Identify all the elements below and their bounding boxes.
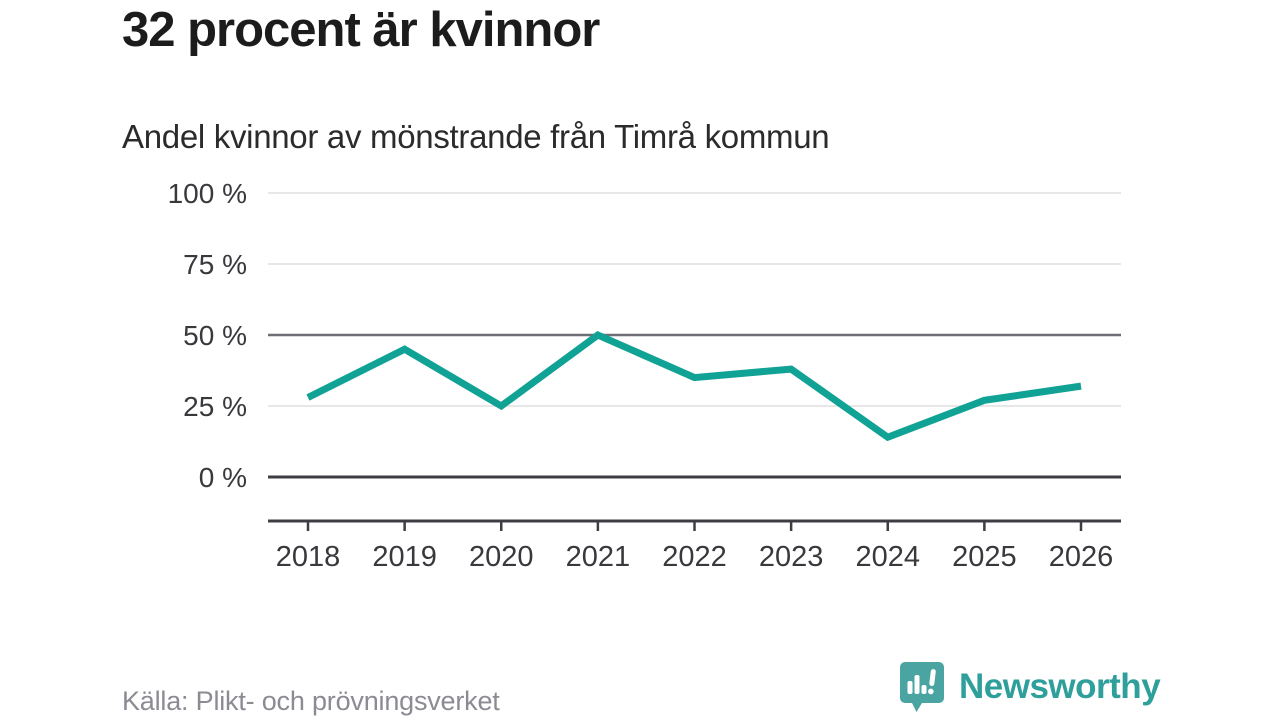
bar-3 xyxy=(921,685,927,694)
x-tick-label-2020: 2020 xyxy=(469,541,534,573)
x-tick-label-2018: 2018 xyxy=(276,541,341,573)
x-tick-label-2024: 2024 xyxy=(855,541,920,573)
newsworthy-logo: Newsworthy xyxy=(898,660,1161,714)
x-tick-label-2019: 2019 xyxy=(372,541,437,573)
bar-2 xyxy=(914,675,920,694)
chart-headline: 32 procent är kvinnor xyxy=(122,3,600,57)
data-line-Andel kvinnor av mönstrande xyxy=(306,330,1082,442)
y-tick-label-0: 0 % xyxy=(199,462,247,493)
exclamation-mark xyxy=(928,669,936,695)
x-tick-label-2026: 2026 xyxy=(1049,541,1114,573)
x-tick-label-2025: 2025 xyxy=(952,541,1017,573)
source-note: Källa: Plikt- och prövningsverket xyxy=(122,686,500,716)
x-tick-label-2023: 2023 xyxy=(759,541,824,573)
x-tick-label-2022: 2022 xyxy=(662,541,727,573)
speech-bubble-bar-chart-icon xyxy=(900,662,944,712)
y-tick-label-75: 75 % xyxy=(183,249,247,280)
chart-subtitle: Andel kvinnor av mönstrande från Timrå k… xyxy=(122,118,830,155)
y-tick-label-25: 25 % xyxy=(183,391,247,422)
bar-1 xyxy=(907,681,913,694)
y-tick-label-50: 50 % xyxy=(183,320,247,351)
newsworthy-logo-text: Newsworthy xyxy=(959,667,1161,706)
x-tick-label-2021: 2021 xyxy=(566,541,631,573)
y-tick-label-100: 100 % xyxy=(168,178,247,209)
